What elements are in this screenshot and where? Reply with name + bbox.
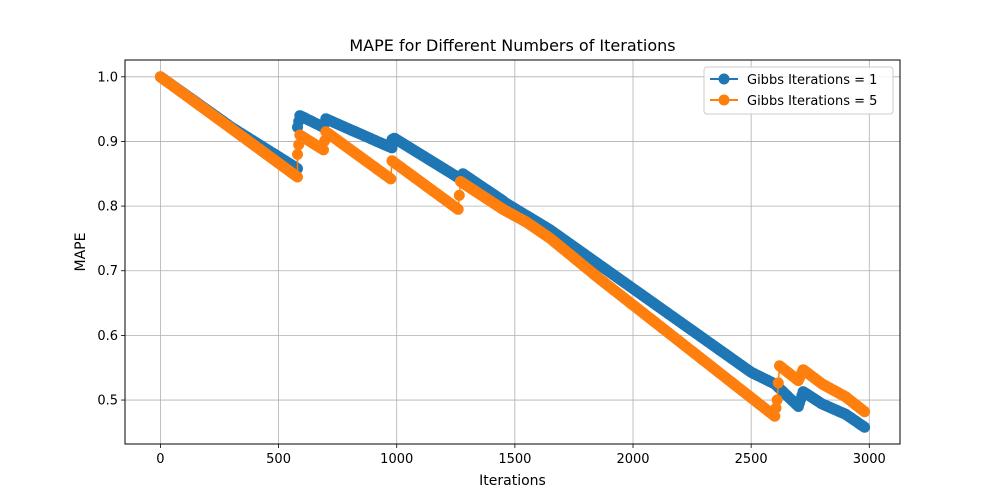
y-tick-label: 0.9 [97, 135, 118, 150]
series-marker [770, 402, 782, 414]
series-marker [859, 421, 871, 433]
y-tick-label: 0.7 [97, 264, 118, 279]
series-layer [154, 71, 871, 433]
axis-ticks: 0 500 1000 1500 2000 2500 3000 0.5 0.6 0.7 0.8 0.9 1… [97, 70, 886, 467]
x-axis-label: Iterations [479, 473, 546, 489]
series-marker [292, 148, 303, 160]
plot-area-frame [124, 59, 901, 445]
y-tick-label: 0.8 [97, 200, 118, 215]
y-tick-label: 0.6 [97, 329, 118, 344]
y-tick-label: 0.5 [97, 394, 118, 409]
legend: Gibbs Iterations = 1 Gibbs Iterations = … [703, 66, 894, 115]
x-tick-label: 1000 [380, 452, 413, 467]
series-marker [385, 173, 397, 185]
series-marker [318, 144, 329, 156]
legend-label-series-2: Gibbs Iterations = 5 [747, 94, 877, 109]
series-marker [453, 189, 465, 201]
legend-label-series-1: Gibbs Iterations = 1 [747, 73, 877, 88]
series-marker [769, 410, 781, 422]
series-marker [292, 171, 303, 183]
series-marker [386, 142, 398, 154]
series-2 [154, 71, 871, 422]
legend-box [703, 66, 894, 115]
series-marker [771, 394, 783, 406]
y-axis-label: MAPE [73, 233, 89, 272]
x-tick-label: 0 [156, 452, 164, 467]
legend-marker-series-2 [718, 94, 730, 106]
x-tick-label: 1500 [498, 452, 531, 467]
series-marker [452, 203, 464, 215]
legend-marker-series-1 [718, 73, 730, 85]
x-tick-label: 2500 [735, 452, 768, 467]
y-tick-label: 1.0 [97, 70, 118, 85]
chart-title: MAPE for Different Numbers of Iterations [349, 36, 675, 55]
x-tick-label: 3000 [853, 452, 886, 467]
series-marker [859, 406, 871, 418]
x-tick-label: 2000 [616, 452, 649, 467]
x-tick-label: 500 [266, 452, 291, 467]
series-marker [772, 377, 784, 389]
